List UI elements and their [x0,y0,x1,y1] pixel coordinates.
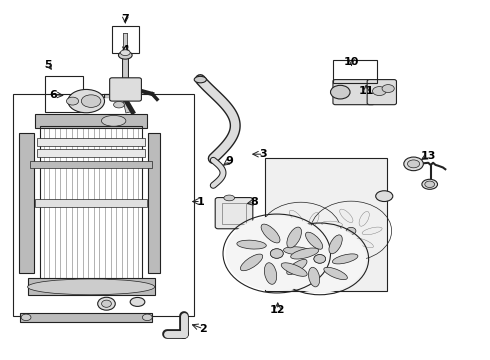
Ellipse shape [68,89,104,113]
Ellipse shape [408,160,419,168]
Ellipse shape [194,76,206,83]
Ellipse shape [425,181,435,188]
Circle shape [314,255,326,263]
Text: 13: 13 [420,150,436,161]
Ellipse shape [284,247,310,255]
Text: 1: 1 [197,197,205,207]
Ellipse shape [332,254,358,264]
Ellipse shape [305,239,323,249]
FancyBboxPatch shape [333,80,374,105]
Ellipse shape [281,263,307,276]
Ellipse shape [306,232,323,249]
Ellipse shape [376,191,393,202]
Text: 3: 3 [260,149,268,159]
Ellipse shape [261,224,280,243]
Ellipse shape [355,238,373,248]
Ellipse shape [372,87,386,95]
Circle shape [98,297,115,310]
Ellipse shape [292,239,300,255]
Ellipse shape [274,233,290,245]
Ellipse shape [331,85,350,99]
Ellipse shape [359,211,369,226]
Ellipse shape [290,210,303,224]
Circle shape [314,255,326,263]
Circle shape [226,216,328,291]
Bar [27,278,155,295]
Ellipse shape [329,235,342,254]
Text: 10: 10 [344,57,359,67]
Text: 5: 5 [44,59,52,69]
Ellipse shape [321,221,343,227]
Text: 4: 4 [122,45,129,55]
Bar [37,149,145,157]
Ellipse shape [27,279,155,295]
Bar [13,94,194,316]
Ellipse shape [362,227,382,235]
Bar [20,313,152,321]
Text: 14: 14 [337,276,353,286]
Ellipse shape [324,232,340,244]
Bar [112,26,139,53]
Circle shape [101,300,111,307]
Ellipse shape [271,222,292,228]
Ellipse shape [309,212,319,227]
Ellipse shape [101,116,126,126]
Bar [35,114,147,128]
Ellipse shape [67,97,78,105]
Ellipse shape [291,248,318,259]
Ellipse shape [287,260,307,275]
Ellipse shape [422,179,438,189]
Bar [35,199,147,207]
Circle shape [270,249,283,258]
Ellipse shape [404,157,423,171]
Ellipse shape [119,51,132,59]
Ellipse shape [81,95,101,107]
Text: 12: 12 [270,305,286,315]
Ellipse shape [130,297,145,306]
Text: 9: 9 [225,156,233,166]
Text: 2: 2 [199,324,207,334]
FancyBboxPatch shape [215,198,253,229]
Ellipse shape [382,85,394,93]
Circle shape [273,225,366,293]
Ellipse shape [342,238,350,254]
Bar [222,203,246,224]
Circle shape [296,229,306,235]
Ellipse shape [265,263,277,284]
Text: 7: 7 [122,14,129,24]
Ellipse shape [237,240,266,249]
Ellipse shape [340,209,353,222]
Bar [148,134,160,273]
Bar [40,126,143,280]
Ellipse shape [309,267,319,287]
Ellipse shape [312,228,332,236]
Ellipse shape [287,227,301,248]
Text: 8: 8 [250,197,258,207]
FancyBboxPatch shape [367,80,396,105]
Text: 6: 6 [49,90,57,100]
Ellipse shape [21,314,31,320]
Ellipse shape [224,195,235,201]
Bar [19,134,34,273]
Ellipse shape [324,267,347,280]
Ellipse shape [121,50,130,55]
Bar [30,161,152,168]
Circle shape [270,249,283,258]
Circle shape [346,228,356,234]
Ellipse shape [114,102,124,108]
Text: 11: 11 [358,86,374,96]
Ellipse shape [143,314,152,320]
FancyBboxPatch shape [110,78,142,101]
Bar [37,138,145,146]
Ellipse shape [241,254,263,271]
Bar [45,76,83,112]
Bar [333,60,377,83]
Bar [265,158,387,291]
